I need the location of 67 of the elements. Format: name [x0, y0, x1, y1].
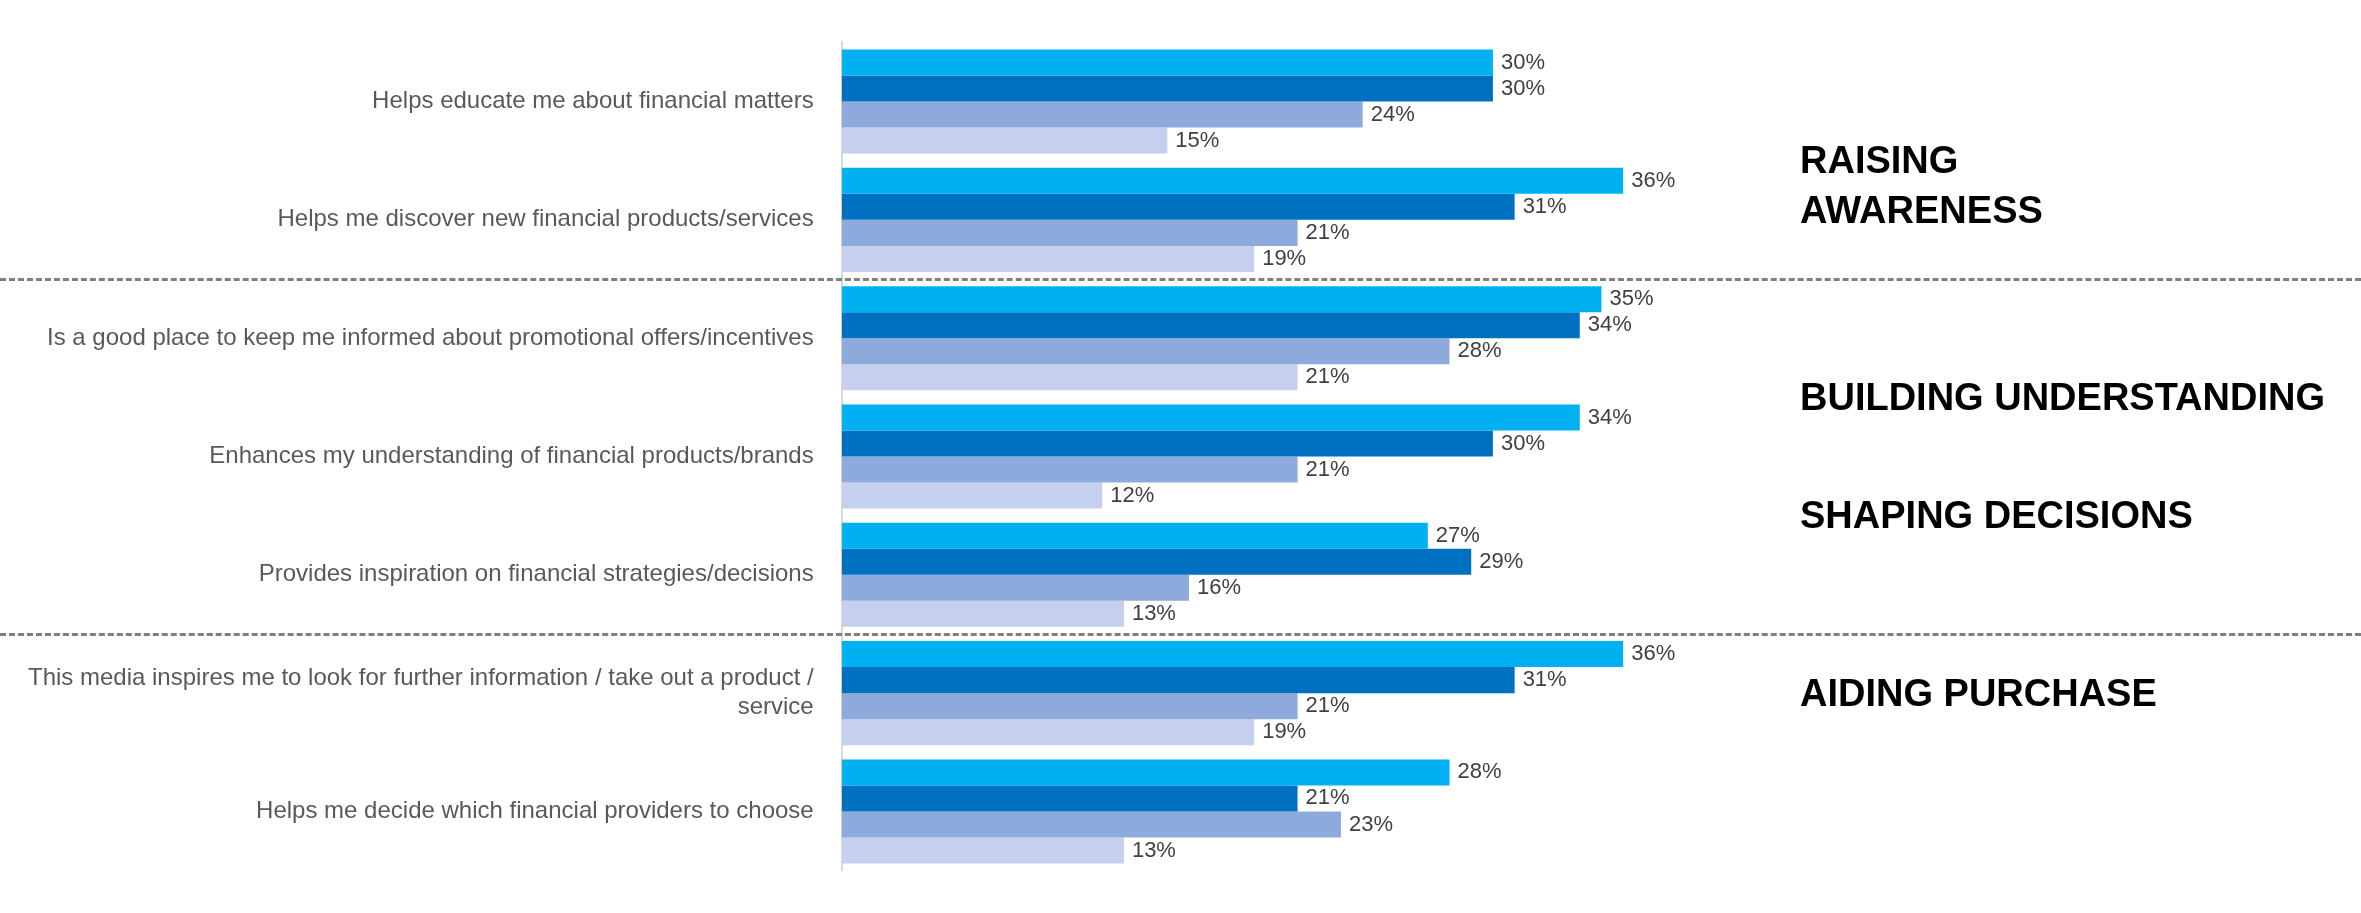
bar	[841, 286, 1602, 313]
data-label: 36%	[1631, 166, 1676, 192]
text: RAISING AWARENESS	[1800, 138, 2044, 233]
text: AIDING PURCHASE	[1800, 670, 2158, 716]
y-tick-label: Provides inspiration on financial strategies/decisions	[258, 559, 814, 587]
data-label: 29%	[1479, 547, 1524, 573]
bar	[841, 482, 1103, 509]
data-label: 31%	[1522, 666, 1567, 692]
data-label: 23%	[1348, 810, 1394, 836]
bar	[841, 193, 1515, 220]
bar	[841, 811, 1341, 838]
data-label: 19%	[1262, 718, 1307, 744]
data-label: 36%	[1631, 640, 1676, 666]
data-label: 35%	[1609, 285, 1654, 311]
text: BUILDING UNDERSTANDING	[1800, 374, 2326, 420]
bar	[841, 667, 1515, 694]
data-label: 21%	[1305, 363, 1350, 389]
data-label: 21%	[1305, 692, 1350, 718]
data-label: 21%	[1305, 784, 1350, 810]
data-label: 24%	[1370, 100, 1415, 126]
bar	[841, 219, 1298, 246]
data-label: 34%	[1587, 311, 1632, 337]
data-label: 27%	[1435, 521, 1480, 547]
data-label: 16%	[1197, 573, 1242, 599]
bar	[841, 167, 1624, 194]
data-label: 34%	[1587, 403, 1632, 429]
bar	[841, 49, 1493, 76]
bar	[841, 364, 1298, 391]
bar	[841, 338, 1450, 365]
data-label: 30%	[1500, 429, 1545, 455]
data-label: 13%	[1131, 599, 1176, 625]
bar	[841, 127, 1168, 154]
y-tick-label: Enhances my understanding of financial products/brands	[209, 441, 814, 469]
data-label: 21%	[1305, 455, 1350, 481]
bar	[841, 548, 1472, 575]
data-label: 28%	[1457, 337, 1502, 363]
bar	[841, 574, 1190, 601]
data-label: 30%	[1500, 48, 1545, 74]
data-label: 28%	[1457, 758, 1502, 784]
data-label: 21%	[1305, 218, 1350, 244]
bar	[841, 785, 1298, 812]
y-tick-label: Helps me discover new financial products/services	[277, 204, 814, 232]
data-label: 30%	[1500, 74, 1545, 100]
bar	[841, 759, 1450, 786]
bar	[841, 641, 1624, 668]
bar	[841, 245, 1255, 272]
data-label: 12%	[1110, 481, 1155, 507]
bar	[841, 404, 1580, 431]
y-tick-label: Is a good place to keep me informed about promotional offers/incentives	[47, 322, 814, 350]
bar	[841, 837, 1124, 864]
bar	[841, 719, 1255, 746]
data-label: 19%	[1262, 244, 1307, 270]
bar	[841, 693, 1298, 720]
bar	[841, 430, 1493, 457]
bar	[841, 312, 1580, 339]
data-label: 31%	[1522, 192, 1567, 218]
bar	[841, 522, 1428, 549]
y-tick-label: This media inspires me to look for further information / take out a product / service	[27, 663, 815, 720]
data-label: 13%	[1131, 836, 1176, 862]
bar	[841, 75, 1493, 102]
y-tick-label: Helps me decide which financial providers to choose	[256, 796, 814, 824]
bar	[841, 600, 1124, 627]
y-tick-label: Helps educate me about financial matters	[372, 86, 814, 114]
text: SHAPING DECISIONS	[1800, 493, 2194, 539]
bar	[841, 101, 1363, 128]
data-label: 15%	[1175, 126, 1220, 152]
bar	[841, 456, 1298, 483]
